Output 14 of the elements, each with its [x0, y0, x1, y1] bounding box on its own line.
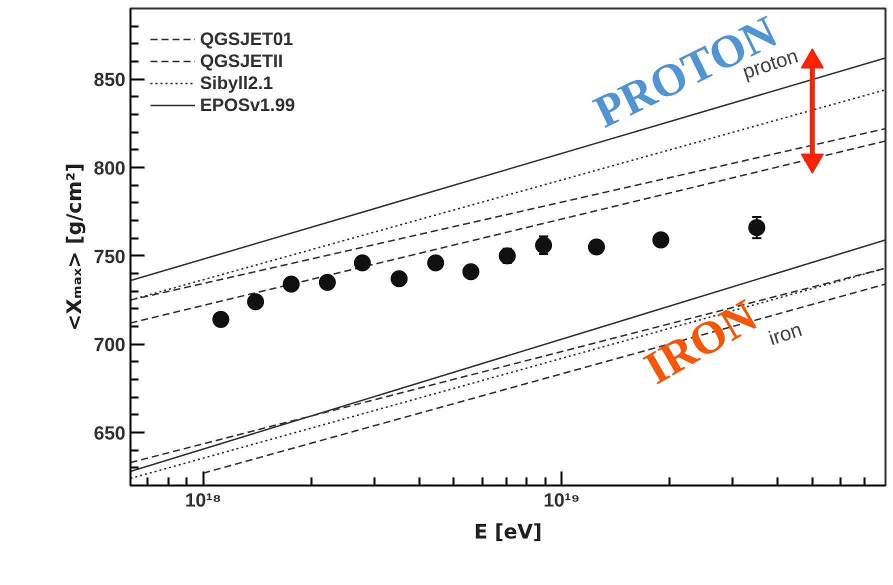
legend-label: QGSJET01 [200, 28, 294, 50]
y-axis-title: <Xₘₐₓ> [g/cm²] [62, 163, 86, 331]
x-tick-label: 10¹⁸ [184, 490, 222, 512]
legend-label: Sibyll2.1 [200, 72, 274, 94]
annotation: iron [766, 318, 805, 350]
y-tick-label: 650 [94, 424, 126, 444]
y-tick-label: 750 [94, 246, 126, 268]
legend-label: QGSJETII [200, 50, 284, 72]
y-tick-label: 850 [94, 70, 126, 92]
y-tick-label: 800 [94, 158, 126, 180]
x-axis-title: E [eV] [474, 520, 542, 544]
legend-label: EPOSv1.99 [200, 94, 296, 116]
x-tick-label: 10¹⁹ [543, 490, 580, 512]
y-tick-label: 700 [94, 335, 126, 356]
